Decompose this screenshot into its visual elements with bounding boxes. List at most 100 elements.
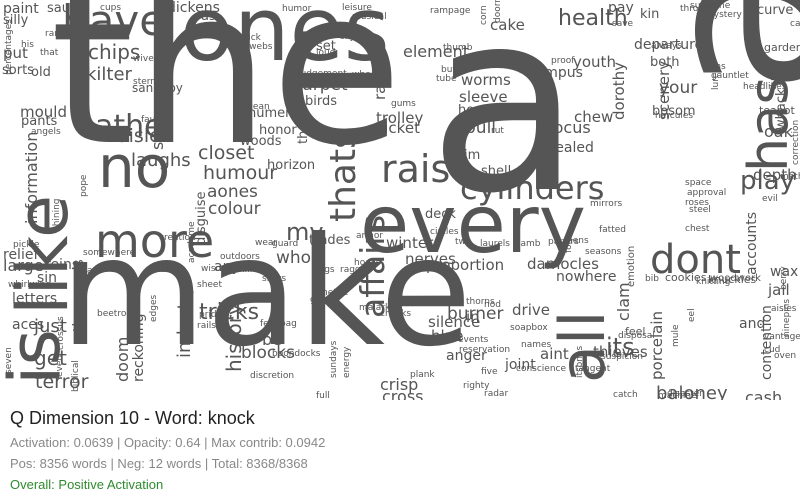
cloud-word: letters [12,291,58,307]
cloud-word: lamb [518,239,541,249]
cloud-word: in [466,308,480,326]
cloud-word: seasons [585,247,622,257]
cloud-word: its [606,333,635,361]
cloud-word: camps [790,19,800,29]
cloud-word: malarkey [359,303,401,313]
cloud-word: kin [640,7,660,22]
cloud-word: kick [243,33,261,43]
cloud-word: trades [309,233,351,248]
cloud-word: deck [425,207,456,222]
cloud-word: silence [428,313,481,331]
cloud-word: always [651,41,682,51]
cloud-word: rampage [430,6,471,16]
cloud-word: pride [199,310,223,320]
cloud-word: have [62,0,166,45]
cloud-word: wives [133,54,159,64]
cloud-word: reservation [459,345,511,355]
cloud-word: edges [149,294,159,322]
cloud-word: full [316,391,330,401]
cloud-word: mill [236,265,253,275]
cloud-word: emotion [626,245,637,287]
cloud-word: joint [505,357,536,373]
cloud-word: colour [208,199,261,219]
cloud-word: woodwork [710,273,761,284]
cloud-word: ninepins [782,298,792,337]
cloud-word: guard [272,239,299,249]
cloud-word: and [739,316,766,332]
cloud-word: events [458,335,489,345]
cloud-word: laurels [480,239,510,249]
cloud-word: machine [658,391,697,401]
cloud-word: reins [45,257,80,273]
cloud-word: discretion [250,371,295,381]
cloud-word: seven [4,347,14,374]
cloud-word: aisles [771,304,797,314]
cloud-word: my [286,218,324,246]
cloud-word: boondocks [272,349,321,359]
cloud-word: drive [512,301,550,319]
cloud-word: wear [255,238,278,248]
cloud-word: both [650,55,680,70]
cloud-word: blue [431,327,464,345]
cloud-word: tube [436,74,457,84]
cloud-word: pay [608,0,634,16]
cloud-word: gills [310,295,328,305]
cloud-word: catch [613,390,638,400]
cloud-word: im [464,148,481,163]
cloud-word: sheet [197,280,222,290]
cloud-word: baloney [656,383,728,401]
cloud-word: crossus [56,316,66,350]
cloud-word: nowhere [556,269,617,285]
cloud-word: sth [233,52,247,62]
cloud-word: bull [465,118,497,138]
cloud-word: berry [779,266,789,290]
cloud-word: sealed [548,140,594,156]
cloud-word: curve [757,3,794,18]
cloud-word: percentages [4,19,14,75]
cloud-word: hooey [458,103,498,118]
cloud-word: correction [791,119,800,165]
cloud-word: bib [645,274,659,284]
cloud-word: burner [447,304,504,324]
cloud-word: pope [79,174,89,197]
cloud-word: hooks [354,258,381,268]
cloud-word: every [360,178,587,271]
cloud-word: the [50,0,403,193]
cloud-word: accounts [744,211,760,275]
word-counts: Pos: 8356 words | Neg: 12 words | Total:… [10,456,308,471]
cloud-word: sandboy [132,81,183,95]
cloud-word: fault [141,115,162,125]
cloud-word: laughs [131,150,191,171]
cloud-word: nerves [405,250,456,268]
cloud-word: your [659,78,698,98]
cloud-word: oak [764,122,793,141]
cloud-word: musical [352,12,387,22]
cloud-word: academe [187,221,197,263]
cloud-word: focus [548,118,591,137]
cloud-word: wisdom [201,264,236,274]
cloud-word: element [403,42,469,61]
cloud-word: birds [305,94,338,109]
cloud-word: horizon [267,158,316,173]
cloud-word: mould [20,103,67,121]
cloud-word: mule [671,324,681,347]
cloud-word: throat [680,4,708,14]
cloud-word: mettle [319,288,349,298]
cloud-word: feel [625,325,646,338]
cloud-word: put [3,44,28,62]
word-cloud: theaanmakeoneseverylikeisnomorehavehasat… [0,0,800,400]
cloud-word: biscuit [153,265,183,275]
cloud-word: chest [685,224,710,234]
cloud-word: leisure [342,3,372,13]
cloud-word: any [214,259,240,275]
cloud-word: chew [574,108,614,126]
cloud-word: worms [461,71,511,89]
cloud-word: whirlwind [8,280,52,290]
cloud-word: beetroot [97,309,136,319]
cloud-word: sky [340,32,355,42]
cloud-word: cash [745,388,783,401]
cloud-word: biblical [71,360,81,392]
cloud-word: armor [356,231,384,241]
cloud-word: methuselah [780,172,800,182]
cloud-word: thats [323,130,364,222]
